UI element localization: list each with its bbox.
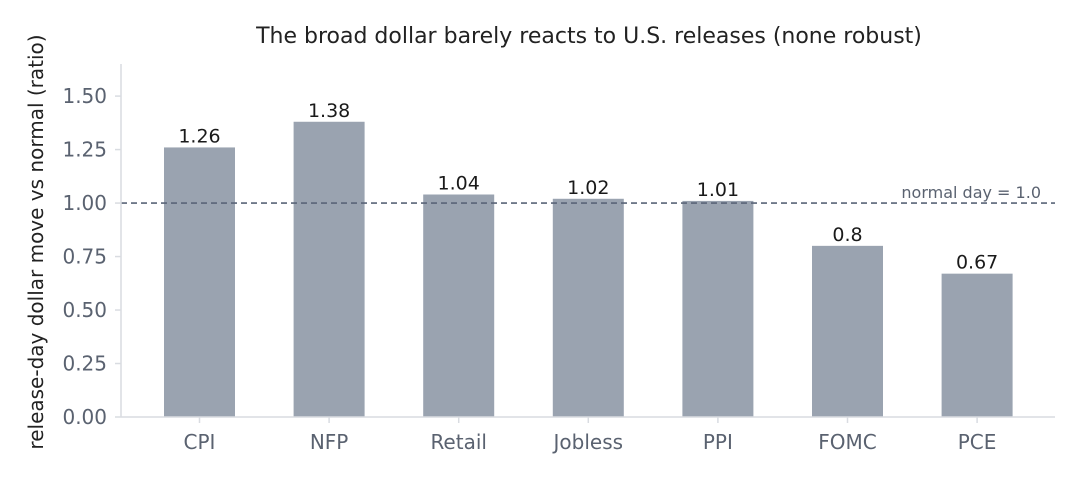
bar-cpi	[164, 147, 235, 417]
y-tick-label: 0.75	[62, 245, 107, 269]
x-tick-label-retail: Retail	[430, 430, 487, 454]
x-axis: CPI NFP Retail Jobless PPI FOMC PCE	[184, 417, 997, 454]
chart-title: The broad dollar barely reacts to U.S. r…	[255, 24, 922, 49]
y-tick-label: 1.50	[62, 84, 107, 108]
data-label-retail: 1.04	[438, 173, 480, 195]
reference-line-label: normal day = 1.0	[901, 183, 1041, 202]
data-label-cpi: 1.26	[178, 125, 220, 147]
bar-retail	[423, 194, 495, 417]
data-label-jobless: 1.02	[567, 177, 609, 199]
x-tick-label-pce: PCE	[958, 430, 997, 454]
y-tick-label: 1.00	[62, 191, 107, 215]
bar-fomc	[812, 245, 883, 417]
data-label-ppi: 1.01	[697, 179, 739, 201]
data-label-nfp: 1.38	[308, 100, 350, 122]
x-tick-label-cpi: CPI	[184, 430, 216, 454]
y-tick-label: 0.00	[62, 405, 107, 429]
reference-line-group: normal day = 1.0	[121, 183, 1055, 204]
x-tick-label-nfp: NFP	[310, 430, 349, 454]
y-tick-label: 0.50	[62, 298, 107, 322]
bar-jobless	[552, 198, 624, 417]
data-label-fomc: 0.8	[832, 224, 862, 246]
bar-pce	[941, 273, 1013, 417]
data-label-pce: 0.67	[956, 252, 998, 274]
bar-ppi	[682, 200, 754, 417]
x-tick-label-fomc: FOMC	[818, 430, 876, 454]
bar-nfp	[293, 121, 365, 417]
y-tick-label: 0.25	[62, 352, 107, 376]
x-tick-label-jobless: Jobless	[552, 430, 624, 454]
y-axis: 0.00 0.25 0.50 0.75 1.00 1.25 1.50	[62, 84, 121, 429]
bars-group: 1.26 1.38 1.04 1.02 1.01 0.8 0.67	[164, 100, 1013, 417]
y-tick-label: 1.25	[62, 138, 107, 162]
x-tick-label-ppi: PPI	[703, 430, 733, 454]
y-axis-label: release-day dollar move vs normal (ratio…	[24, 34, 48, 449]
